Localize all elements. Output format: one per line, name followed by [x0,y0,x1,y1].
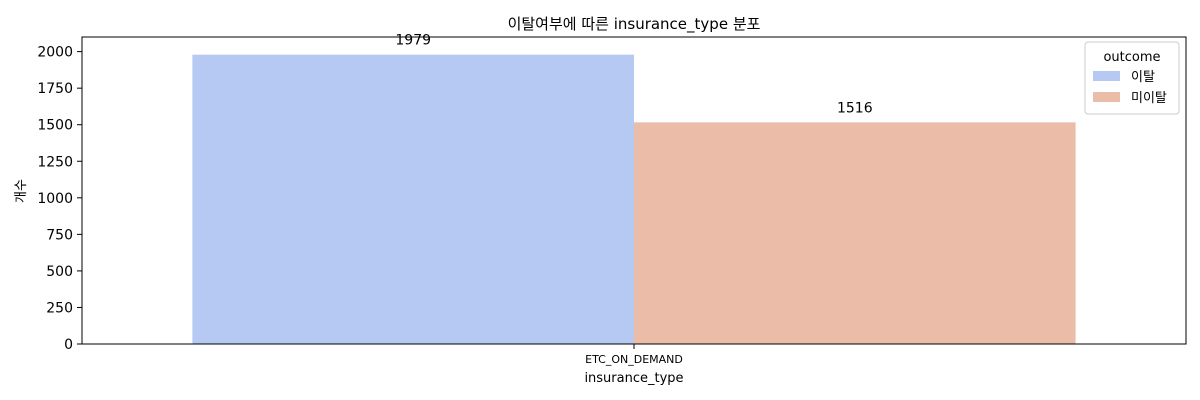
legend-entry-label: 미이탈 [1131,91,1167,106]
y-axis-label: 개수 [14,179,29,203]
bar-value-label: 1979 [395,33,431,49]
bar-retained [634,122,1076,344]
y-tick-label: 1750 [37,81,73,97]
bars-group [192,54,1076,344]
legend-swatch [1093,92,1120,102]
y-tick-label: 1250 [37,154,73,170]
bar-value-label: 1516 [837,100,873,116]
y-tick-label: 750 [46,227,73,243]
legend-title: outcome [1103,50,1160,65]
y-axis-ticks: 0 250 500 750 1000 1250 1500 1750 2000 [37,45,82,353]
y-tick-label: 2000 [37,45,73,61]
legend-swatch [1093,71,1120,81]
chart-title: 이탈여부에 따른 insurance_type 분포 [508,15,761,34]
y-tick-label: 1500 [37,118,73,134]
x-axis-ticks: ETC_ON_DEMAND [585,344,683,366]
y-tick-label: 1000 [37,191,73,207]
y-tick-label: 500 [46,264,73,280]
y-tick-label: 250 [46,300,73,316]
bar-churn [192,54,634,344]
legend-entry-label: 이탈 [1131,70,1155,85]
x-tick-label: ETC_ON_DEMAND [585,353,683,366]
x-axis-label: insurance_type [584,371,683,386]
y-tick-label: 0 [64,337,73,353]
